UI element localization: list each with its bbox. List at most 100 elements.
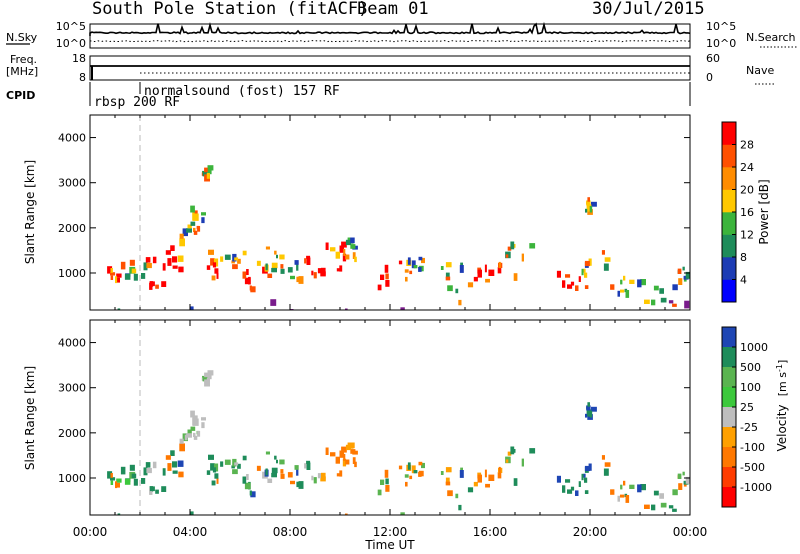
velocity-cell bbox=[620, 494, 625, 498]
power-cell bbox=[294, 260, 299, 265]
power-cell bbox=[407, 257, 411, 265]
velocity-colorbar-segment bbox=[722, 427, 736, 448]
velocity-panel: 1000 2000 3000 4000 Slant Range [km] 1000 50… bbox=[23, 319, 790, 552]
power-cell bbox=[120, 261, 126, 270]
velocity-cell bbox=[197, 431, 201, 437]
velocity-cell bbox=[313, 477, 317, 484]
power-cell bbox=[398, 260, 403, 265]
velocity-cell bbox=[216, 477, 219, 484]
velocity-cell bbox=[190, 511, 194, 515]
velocity-colorbar-segment bbox=[722, 347, 736, 368]
velocity-colorbar-unit: [m s-1] bbox=[775, 360, 790, 397]
power-colorbar-tick-label: 4 bbox=[740, 274, 747, 287]
power-cell bbox=[165, 250, 171, 255]
velocity-cell bbox=[625, 495, 630, 503]
velocity-cell bbox=[146, 467, 152, 474]
velocity-ytick-label: 4000 bbox=[58, 337, 86, 350]
power-colorbar-tick-label: 8 bbox=[740, 251, 747, 264]
velocity-colorbar: 1000 500 100 25 -25 -100 -500 -1000 bbox=[721, 326, 772, 508]
power-cell bbox=[421, 257, 425, 264]
velocity-cell bbox=[178, 471, 184, 478]
velocity-cell bbox=[505, 459, 509, 463]
power-cell bbox=[668, 300, 674, 304]
velocity-cell bbox=[683, 482, 687, 487]
power-cell bbox=[445, 262, 452, 268]
velocity-cell bbox=[124, 478, 131, 485]
velocity-cell bbox=[110, 473, 113, 478]
velocity-cell bbox=[584, 490, 589, 494]
power-cell bbox=[335, 251, 340, 259]
power-cell bbox=[584, 285, 589, 289]
power-cell bbox=[350, 237, 355, 244]
velocity-cell bbox=[210, 463, 215, 471]
power-cell bbox=[246, 269, 249, 275]
velocity-cell bbox=[585, 413, 588, 418]
velocity-cell bbox=[484, 469, 487, 478]
velocity-cell bbox=[246, 474, 249, 480]
freq-tick-top: 18 bbox=[72, 52, 86, 65]
velocity-cell bbox=[304, 463, 307, 469]
velocity-cell bbox=[660, 502, 667, 508]
velocity-colorbar-label: Velocity bbox=[775, 404, 789, 451]
power-cell bbox=[149, 282, 153, 290]
velocity-colorbar-tick-label: -100 bbox=[740, 441, 765, 454]
xtick-label: 12:00 bbox=[373, 525, 408, 539]
power-cell bbox=[644, 299, 650, 304]
power-cell bbox=[623, 275, 626, 281]
power-cell bbox=[581, 268, 584, 276]
power-cell bbox=[587, 197, 590, 202]
velocity-cell bbox=[610, 489, 615, 495]
velocity-cell bbox=[418, 461, 423, 466]
velocity-cell bbox=[256, 465, 261, 471]
power-cell bbox=[562, 280, 566, 288]
velocity-cell bbox=[172, 470, 178, 474]
velocity-cell bbox=[265, 451, 270, 455]
velocity-ytick-label: 1000 bbox=[58, 472, 86, 485]
power-cell bbox=[270, 299, 277, 306]
freq-label-line1: Freq. bbox=[10, 53, 37, 66]
velocity-cell bbox=[584, 465, 590, 472]
velocity-cell bbox=[685, 476, 690, 484]
velocity-cell bbox=[459, 470, 464, 478]
velocity-colorbar-tick-label: -25 bbox=[740, 421, 758, 434]
power-cell bbox=[339, 245, 344, 253]
velocity-cell bbox=[587, 402, 590, 407]
velocity-cell bbox=[556, 475, 561, 483]
freq-panel: Freq. [MHz] 18 8 60 0 Nave bbox=[6, 52, 775, 85]
power-cell bbox=[211, 275, 216, 281]
freq-frame bbox=[89, 55, 691, 81]
power-cell bbox=[683, 277, 687, 282]
velocity-cell bbox=[623, 480, 626, 486]
nave-tick-top: 60 bbox=[706, 52, 720, 65]
power-cell bbox=[178, 266, 184, 273]
power-cell bbox=[249, 285, 252, 291]
velocity-cell bbox=[317, 473, 322, 479]
velocity-cell bbox=[640, 484, 646, 491]
power-cell bbox=[341, 241, 347, 248]
power-cell bbox=[172, 265, 178, 269]
power-cell bbox=[231, 260, 235, 264]
xtick-label: 00:00 bbox=[73, 525, 108, 539]
velocity-cell bbox=[400, 512, 405, 515]
header-station-title: South Pole Station (fitACF) bbox=[92, 0, 369, 19]
power-cell bbox=[129, 259, 135, 266]
power-cell bbox=[445, 276, 451, 281]
velocity-cell bbox=[690, 484, 693, 491]
velocity-cell bbox=[385, 485, 390, 492]
velocity-cell bbox=[267, 478, 273, 483]
velocity-cell bbox=[341, 446, 347, 453]
power-cell bbox=[143, 262, 148, 271]
velocity-cell bbox=[117, 513, 121, 515]
velocity-cell bbox=[637, 484, 642, 493]
power-cell bbox=[685, 271, 690, 279]
power-cell bbox=[306, 257, 311, 265]
power-cell bbox=[677, 268, 682, 274]
power-cell bbox=[343, 248, 346, 256]
power-colorbar-segment bbox=[722, 167, 736, 190]
power-cell bbox=[201, 217, 205, 224]
power-ytick-label: 3000 bbox=[58, 177, 86, 190]
velocity-cell bbox=[280, 469, 284, 474]
velocity-cell bbox=[345, 459, 350, 465]
velocity-cell bbox=[629, 484, 635, 489]
